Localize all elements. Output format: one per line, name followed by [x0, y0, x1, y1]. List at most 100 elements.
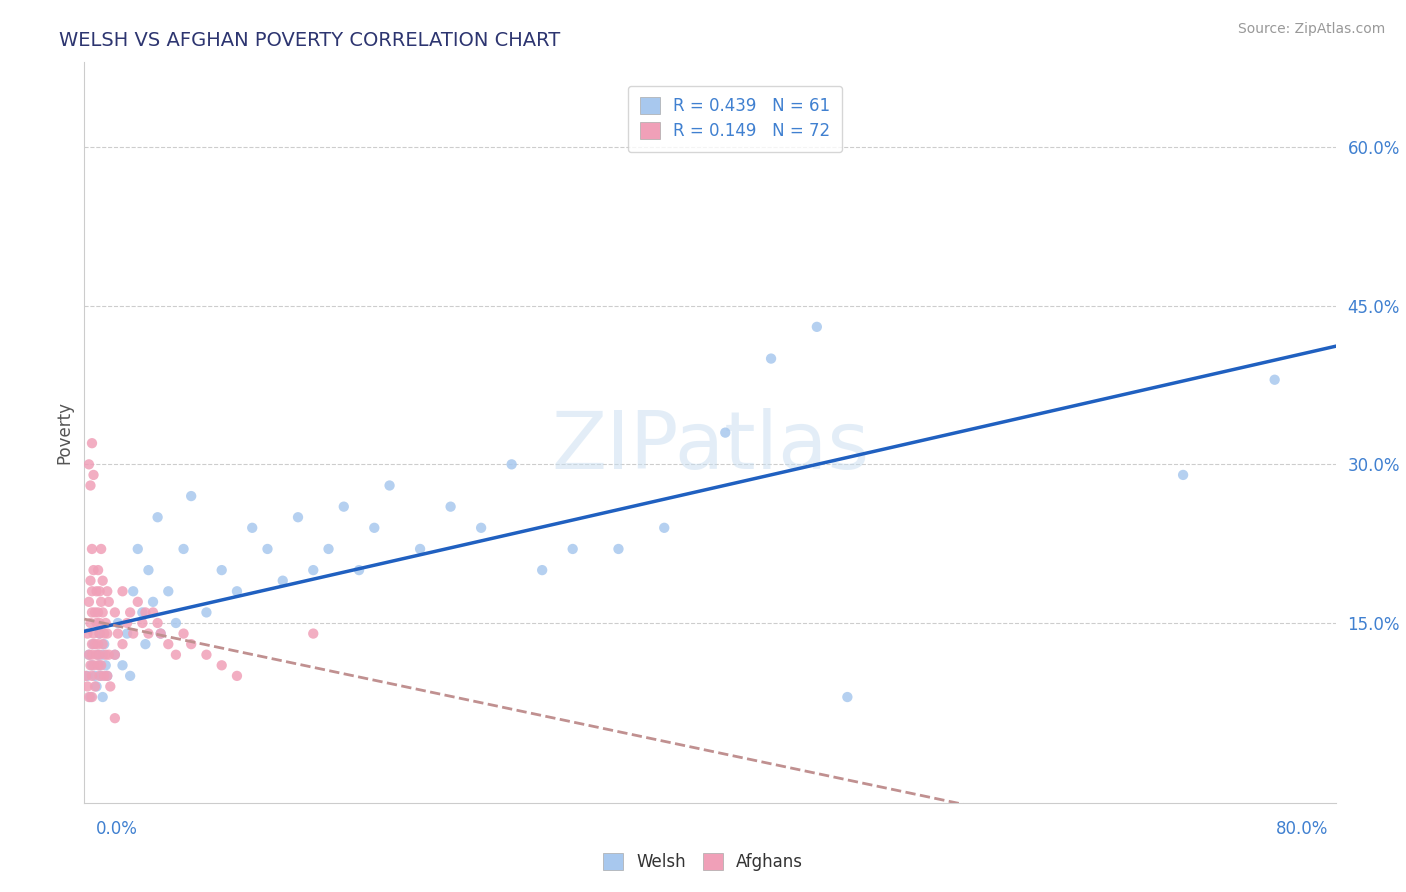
Point [195, 606, 218, 620]
Point [83, 637, 105, 651]
Point [86, 680, 108, 694]
Point [84, 606, 107, 620]
Point [93, 669, 115, 683]
Point [76, 680, 98, 694]
Point [104, 711, 127, 725]
Point [127, 541, 149, 556]
Point [76, 669, 98, 683]
Legend: Welsh, Afghans: Welsh, Afghans [595, 845, 811, 880]
Point [91, 637, 114, 651]
Point [111, 584, 134, 599]
Point [531, 563, 554, 577]
Point [79, 574, 101, 588]
Point [561, 541, 583, 556]
Text: ZIPatlas: ZIPatlas [551, 409, 869, 486]
Point [80, 648, 103, 662]
Point [149, 626, 172, 640]
Point [180, 637, 202, 651]
Point [173, 541, 195, 556]
Point [89, 584, 111, 599]
Point [165, 648, 187, 662]
Point [149, 626, 172, 640]
Point [240, 521, 263, 535]
Point [87, 648, 110, 662]
Point [79, 690, 101, 704]
Point [302, 626, 325, 640]
Point [806, 319, 828, 334]
Point [195, 648, 218, 662]
Point [94, 658, 117, 673]
Point [146, 615, 169, 630]
Point [84, 669, 107, 683]
Point [142, 606, 165, 620]
Point [1264, 373, 1286, 387]
Point [77, 690, 100, 704]
Point [87, 606, 110, 620]
Point [439, 500, 461, 514]
Point [120, 669, 142, 683]
Point [86, 615, 108, 630]
Point [256, 541, 278, 556]
Point [94, 648, 117, 662]
Point [714, 425, 737, 440]
Point [90, 658, 112, 673]
Point [302, 563, 325, 577]
Point [89, 669, 111, 683]
Point [80, 690, 103, 704]
Point [89, 626, 111, 640]
Point [409, 541, 432, 556]
Point [90, 595, 112, 609]
Point [96, 584, 118, 599]
Point [226, 669, 249, 683]
Text: 0.0%: 0.0% [96, 820, 138, 838]
Point [142, 595, 165, 609]
Point [107, 626, 129, 640]
Point [501, 458, 523, 472]
Point [107, 615, 129, 630]
Point [93, 637, 115, 651]
Point [93, 626, 115, 640]
Y-axis label: Poverty: Poverty [55, 401, 73, 464]
Point [173, 626, 195, 640]
Point [77, 458, 100, 472]
Point [86, 584, 108, 599]
Point [83, 658, 105, 673]
Point [104, 606, 127, 620]
Point [80, 584, 103, 599]
Point [347, 563, 370, 577]
Point [80, 669, 103, 683]
Point [271, 574, 294, 588]
Point [87, 658, 110, 673]
Point [120, 606, 142, 620]
Point [226, 584, 249, 599]
Point [287, 510, 309, 524]
Point [91, 690, 114, 704]
Point [87, 563, 110, 577]
Point [104, 648, 127, 662]
Point [157, 584, 180, 599]
Point [79, 478, 101, 492]
Point [75, 669, 97, 683]
Point [94, 615, 117, 630]
Point [96, 669, 118, 683]
Point [115, 626, 138, 640]
Point [83, 563, 105, 577]
Point [80, 541, 103, 556]
Point [79, 615, 101, 630]
Text: 80.0%: 80.0% [1277, 820, 1329, 838]
Point [131, 615, 153, 630]
Point [87, 637, 110, 651]
Point [138, 626, 160, 640]
Point [77, 648, 100, 662]
Point [211, 563, 233, 577]
Point [131, 606, 153, 620]
Point [89, 658, 111, 673]
Text: Source: ZipAtlas.com: Source: ZipAtlas.com [1237, 22, 1385, 37]
Point [86, 648, 108, 662]
Point [98, 680, 121, 694]
Point [80, 658, 103, 673]
Point [134, 637, 156, 651]
Point [111, 658, 134, 673]
Point [76, 626, 98, 640]
Point [111, 637, 134, 651]
